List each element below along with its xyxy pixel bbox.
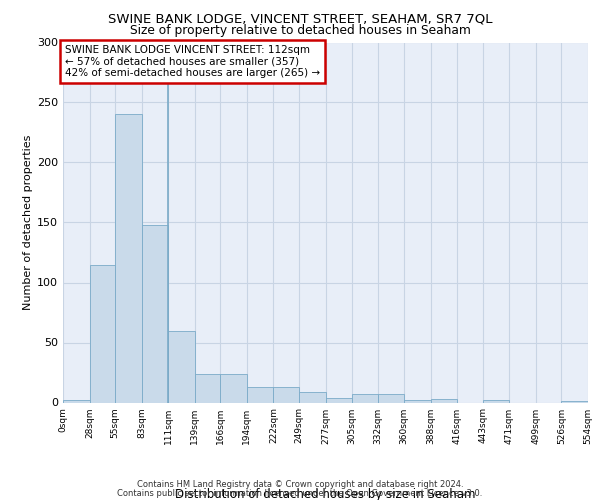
Bar (247, 387, 274, 402)
Text: Size of property relative to detached houses in Seaham: Size of property relative to detached ho… (130, 24, 470, 37)
Bar (431, 399, 457, 402)
X-axis label: Distribution of detached houses by size in Seaham: Distribution of detached houses by size … (175, 488, 476, 500)
Bar (63, 400, 89, 402)
Bar (115, 114, 142, 403)
Bar (483, 400, 509, 402)
Text: Contains public sector information licensed under the Open Government Licence v3: Contains public sector information licen… (118, 489, 482, 498)
Bar (274, 387, 299, 402)
Text: Contains HM Land Registry data © Crown copyright and database right 2024.: Contains HM Land Registry data © Crown c… (137, 480, 463, 489)
Bar (299, 392, 326, 402)
Bar (404, 400, 431, 402)
Bar (220, 374, 247, 402)
Bar (352, 394, 377, 402)
Bar (168, 330, 195, 402)
Bar (89, 264, 115, 402)
Y-axis label: Number of detached properties: Number of detached properties (23, 135, 33, 310)
Bar (195, 374, 220, 402)
Bar (142, 225, 168, 402)
Bar (325, 398, 352, 402)
Text: SWINE BANK LODGE VINCENT STREET: 112sqm
← 57% of detached houses are smaller (35: SWINE BANK LODGE VINCENT STREET: 112sqm … (65, 45, 320, 78)
Text: SWINE BANK LODGE, VINCENT STREET, SEAHAM, SR7 7QL: SWINE BANK LODGE, VINCENT STREET, SEAHAM… (108, 12, 492, 26)
Bar (377, 394, 404, 402)
